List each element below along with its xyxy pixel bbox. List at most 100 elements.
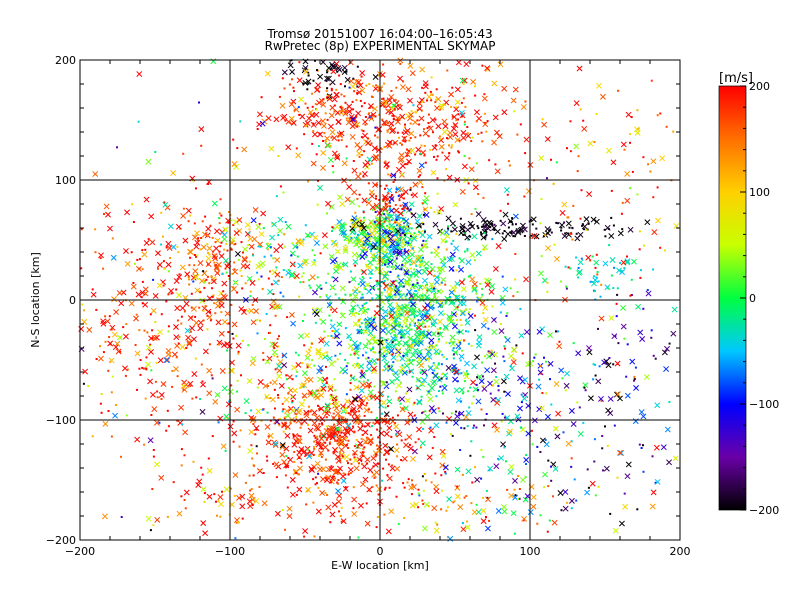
point-dot: [354, 264, 357, 267]
point-cross: [271, 349, 278, 356]
point-cross: [349, 83, 356, 90]
point-dot: [141, 302, 144, 305]
point-dot: [324, 458, 327, 461]
point-dot: [162, 235, 164, 238]
point-dot: [436, 523, 439, 526]
point-cross: [518, 332, 525, 339]
point-dot: [364, 326, 367, 329]
point-cross: [510, 359, 517, 366]
point-dot: [203, 286, 206, 289]
point-dot: [380, 291, 383, 294]
point-dot: [283, 87, 286, 90]
point-dot: [409, 349, 412, 352]
point-dot: [386, 367, 389, 370]
point-dot: [180, 322, 183, 325]
point-dot: [375, 484, 378, 487]
point-dot: [219, 245, 222, 248]
point-dot: [167, 293, 170, 296]
point-dot: [616, 476, 619, 479]
point-dot: [360, 129, 363, 132]
point-dot: [415, 290, 418, 293]
point-cross: [239, 503, 246, 510]
point-dot: [372, 85, 375, 88]
point-dot: [267, 385, 269, 387]
point-dot: [469, 274, 472, 277]
point-cross: [239, 493, 246, 500]
point-dot: [152, 278, 155, 281]
point-cross: [407, 335, 414, 342]
point-cross: [370, 455, 377, 462]
point-dot: [390, 266, 393, 268]
point-dot: [277, 279, 280, 282]
point-dot: [362, 130, 365, 133]
point-dot: [269, 397, 272, 399]
point-cross: [382, 318, 388, 325]
point-dot: [460, 400, 463, 403]
point-dot: [394, 343, 397, 346]
point-cross: [178, 404, 185, 411]
point-dot: [390, 214, 393, 217]
point-dot: [235, 334, 238, 337]
point-cross: [508, 353, 515, 360]
point-dot: [175, 288, 178, 291]
point-cross: [253, 308, 260, 315]
point-cross: [241, 146, 248, 153]
point-cross: [527, 509, 534, 516]
point-dot: [110, 328, 113, 331]
point-cross: [460, 300, 467, 307]
point-dot: [540, 255, 543, 258]
point-cross: [364, 159, 371, 166]
point-cross: [426, 269, 433, 276]
point-dot: [507, 202, 509, 205]
point-dot: [141, 249, 144, 252]
point-dot: [249, 295, 252, 298]
point-dot: [189, 256, 192, 259]
point-dot: [334, 477, 336, 480]
point-cross: [198, 126, 205, 133]
point-cross: [296, 407, 303, 414]
point-cross: [416, 426, 422, 433]
point-cross: [185, 334, 192, 341]
point-dot: [288, 387, 291, 389]
colorbar-tick-label: 0: [749, 292, 756, 305]
point-dot: [347, 462, 349, 465]
point-dot: [402, 293, 405, 296]
point-dot: [373, 318, 375, 321]
point-dot: [375, 453, 378, 456]
point-dot: [475, 383, 478, 386]
point-dot: [347, 426, 350, 428]
colorbar-tick-label: −200: [749, 504, 779, 517]
point-dot: [353, 445, 356, 448]
point-dot: [311, 92, 314, 95]
point-dot: [386, 315, 389, 318]
point-cross: [154, 516, 161, 523]
point-cross: [418, 115, 425, 122]
point-cross: [321, 232, 328, 239]
point-dot: [232, 420, 235, 423]
point-cross: [490, 396, 497, 403]
point-dot: [203, 500, 206, 503]
point-cross: [382, 206, 388, 213]
point-cross: [535, 383, 542, 390]
point-dot: [183, 454, 186, 457]
point-dot: [377, 462, 380, 465]
point-dot: [365, 369, 368, 372]
point-dot: [451, 434, 454, 437]
point-dot: [659, 112, 662, 115]
point-cross: [233, 218, 239, 225]
point-cross: [456, 338, 463, 345]
point-dot: [642, 470, 645, 473]
point-cross: [498, 455, 505, 462]
point-cross: [281, 69, 288, 76]
point-dot: [321, 422, 323, 425]
point-dot: [314, 321, 317, 324]
point-cross: [493, 378, 500, 385]
point-cross: [281, 459, 288, 465]
point-dot: [188, 283, 191, 286]
point-cross: [536, 328, 543, 335]
point-cross: [215, 319, 222, 326]
point-dot: [481, 225, 483, 228]
point-cross: [179, 344, 186, 350]
point-dot: [381, 264, 384, 267]
